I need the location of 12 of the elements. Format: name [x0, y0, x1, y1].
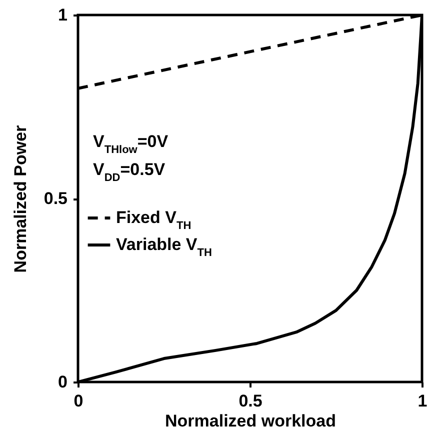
x-tick-label: 1: [418, 392, 428, 410]
annotation: V$_{DD}$=0.5V: [93, 160, 166, 184]
x-tick-label: 0.5: [238, 392, 262, 410]
x-tick-label: 0: [74, 392, 84, 410]
x-axis-title: Normalized workload: [165, 412, 336, 430]
legend-label: Fixed V$_{TH}$: [116, 208, 192, 232]
y-tick-label: 0: [58, 372, 68, 392]
annotation: V$_{THlow}$=0V: [93, 132, 169, 156]
legend-label: Variable V$_{TH}$: [116, 235, 212, 259]
y-tick-label: 1: [58, 6, 68, 24]
y-axis-title: Normalized Power: [10, 124, 30, 273]
y-tick-label: 0.5: [44, 189, 68, 208]
